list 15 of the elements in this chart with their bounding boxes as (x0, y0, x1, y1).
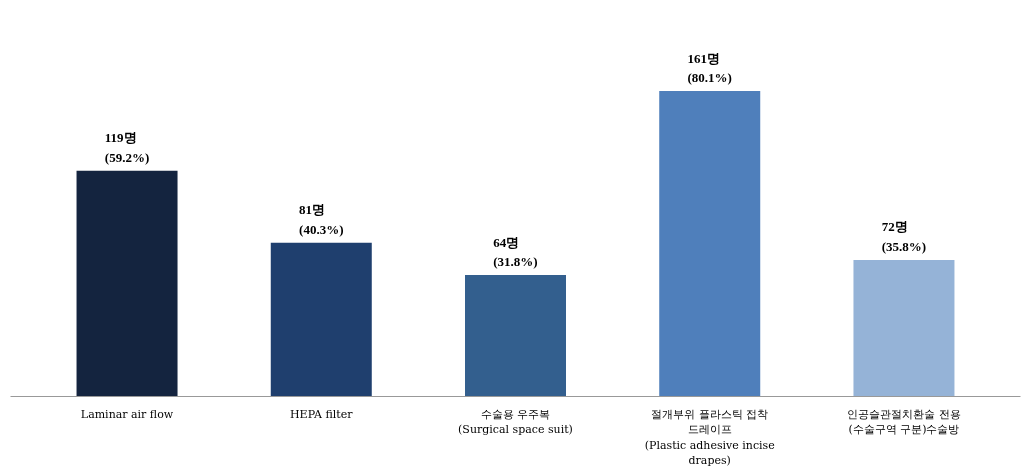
data-label: 72명 (35.8%) (881, 219, 927, 254)
x-tick-label: Laminar air flow (80, 407, 174, 421)
x-tick-label: HEPA filter (290, 407, 354, 421)
bar (270, 242, 372, 397)
data-label: 64명 (31.8%) (493, 234, 538, 270)
bar (659, 91, 761, 397)
x-tick-label: 수술용 우주복 (Surgical space suit) (458, 407, 573, 437)
data-label: 119명 (59.2%) (104, 130, 150, 165)
data-label: 161명 (80.1%) (687, 50, 732, 86)
bar (853, 259, 955, 397)
bar (76, 170, 178, 397)
x-tick-label: 절개부위 플라스틱 접착 드레이프 (Plastic adhesive incise drapes) (644, 407, 775, 468)
data-label: 81명 (40.3%) (299, 202, 344, 237)
bar (465, 275, 566, 397)
x-tick-label: 인공슬관절치환술 전용 (수술구역 구분)수술방 (847, 407, 961, 437)
